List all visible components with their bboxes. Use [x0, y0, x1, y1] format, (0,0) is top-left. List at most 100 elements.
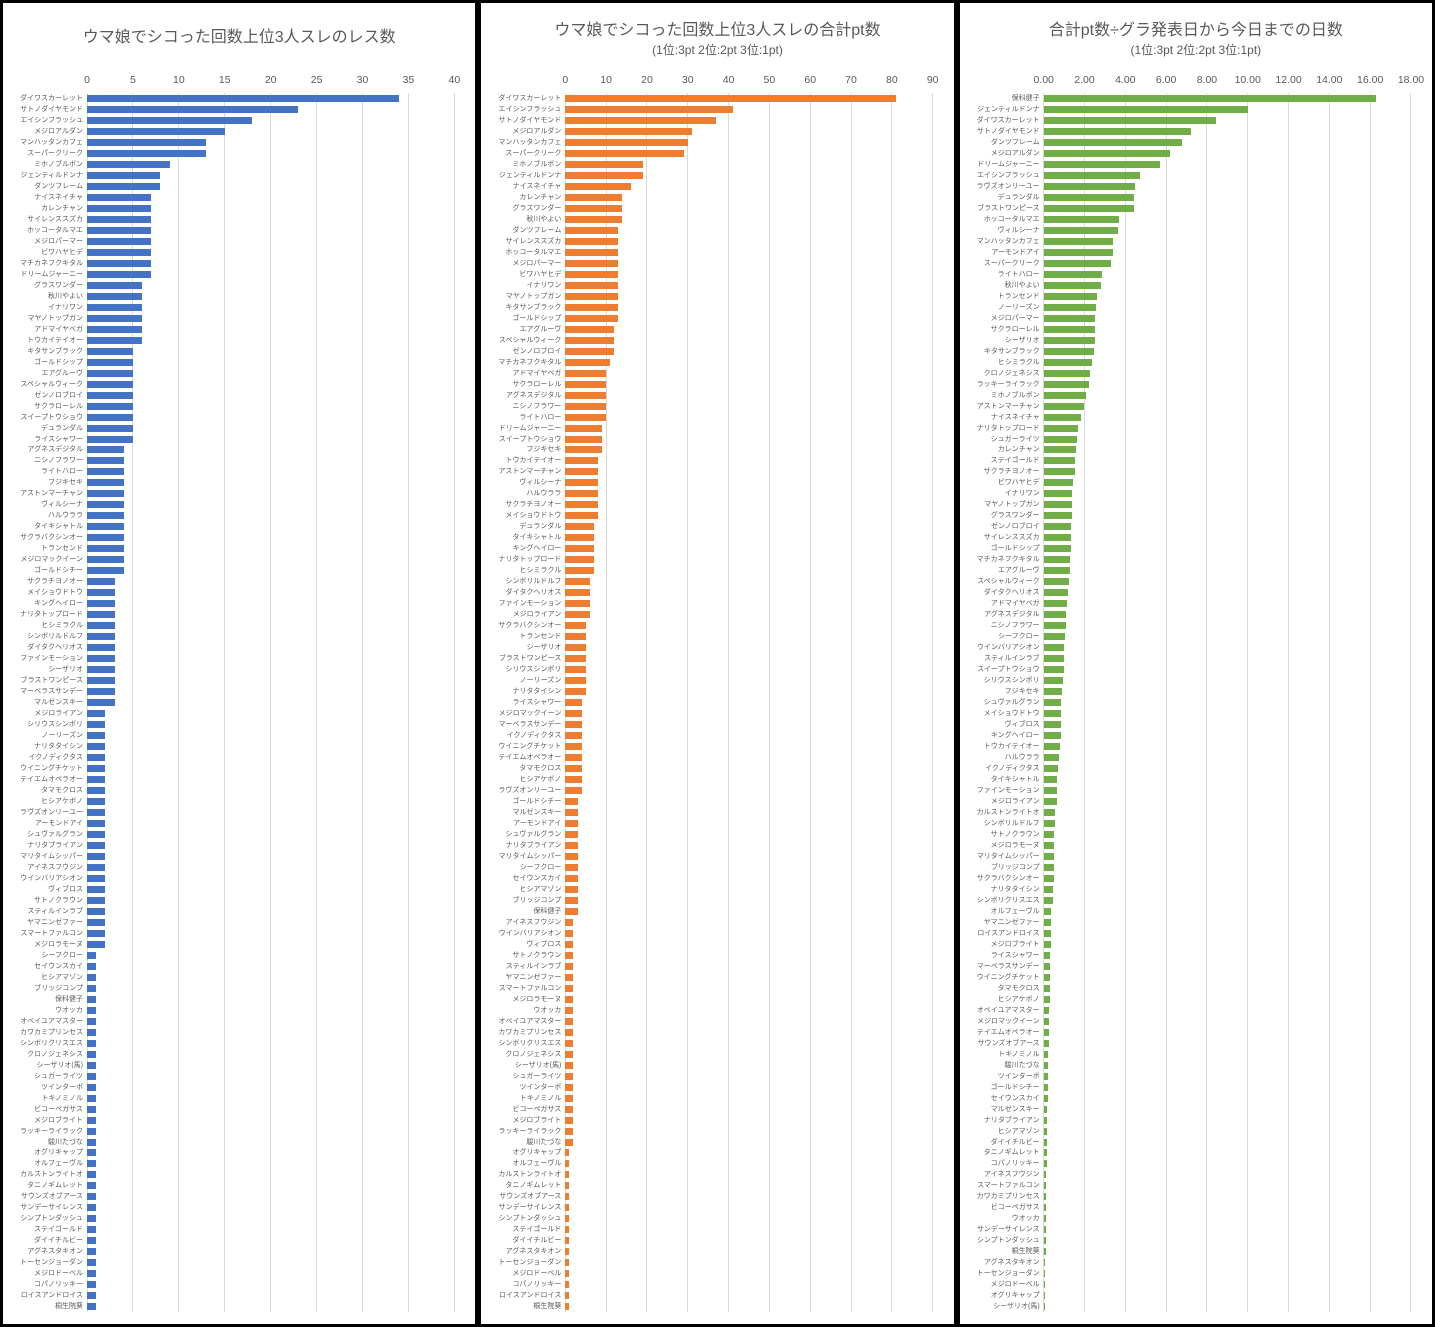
- bar: [565, 1259, 570, 1267]
- bar-track: [1043, 1259, 1411, 1267]
- bar: [87, 94, 400, 102]
- bar-row: カワカミプリンセス: [960, 1191, 1432, 1202]
- bar: [1043, 204, 1135, 212]
- bar-row: カルストンライトオ: [3, 1169, 475, 1180]
- category-label: マルゼンスキー: [512, 808, 562, 816]
- bar-track: [1043, 325, 1411, 333]
- bar-track: [565, 1028, 932, 1036]
- category-label: フジキセキ: [48, 479, 83, 487]
- bar-row: オグリキャップ: [481, 1148, 953, 1159]
- bar-row: メジロアルダン: [3, 126, 475, 137]
- bar-row: テイエムオペラオー: [3, 774, 475, 785]
- bar-row: トランセンド: [960, 291, 1432, 302]
- bar-track: [565, 105, 932, 113]
- bar-row: ノーリーズン: [3, 730, 475, 741]
- bar-track: [87, 215, 454, 223]
- bar-row: シーザリオ: [960, 335, 1432, 346]
- category-label: エイシンフラッシュ: [976, 171, 1040, 179]
- bar: [565, 808, 578, 816]
- bar: [565, 765, 582, 773]
- bar: [87, 215, 152, 223]
- axis-tick-label: 12.00: [1275, 74, 1302, 86]
- axis-tick-label: 8.00: [1196, 74, 1218, 86]
- bar-track: [1043, 808, 1411, 816]
- bar: [565, 193, 623, 201]
- category-label: テイエムオペラオー: [498, 754, 562, 762]
- bar-track: [1043, 732, 1411, 740]
- bar-track: [87, 1292, 454, 1300]
- bar-track: [87, 457, 454, 465]
- category-label: シリウスシンボリ: [505, 666, 562, 674]
- category-label: ニシノフラワー: [34, 457, 83, 465]
- bar-row: ラッキーライラック: [481, 1126, 953, 1137]
- bar: [1043, 446, 1076, 454]
- bar: [87, 962, 97, 970]
- bar: [1043, 391, 1087, 399]
- bar-row: フジキセキ: [3, 477, 475, 488]
- bar-track: [565, 1072, 932, 1080]
- bar-track: [565, 732, 932, 740]
- category-label: メジロドーベル: [990, 1281, 1040, 1289]
- bar: [87, 182, 161, 190]
- bar: [565, 677, 586, 685]
- category-label: ヴィブロス: [48, 885, 83, 893]
- bar-track: [1043, 94, 1411, 102]
- gridline: [605, 93, 607, 1312]
- category-label: ビワハヤヒデ: [41, 248, 83, 256]
- category-label: シリウスシンボリ: [27, 721, 83, 729]
- category-label: ライトハロー: [41, 468, 83, 476]
- bar: [87, 1171, 97, 1179]
- bar: [1043, 369, 1090, 377]
- bar-row: ファインモーション: [960, 785, 1432, 796]
- category-label: ダンツフレーム: [512, 226, 562, 234]
- bar-row: スイープトウショウ: [481, 434, 953, 445]
- gridline: [768, 93, 770, 1312]
- category-label: ジェンティルドンナ: [498, 171, 562, 179]
- axis-tick-label: 4.00: [1115, 74, 1136, 86]
- axis-tick-label: 0.00: [1033, 74, 1054, 86]
- bar-track: [1043, 204, 1411, 212]
- category-label: マチカネフクキタル: [498, 358, 562, 366]
- bar-track: [87, 1116, 454, 1124]
- bar-track: [87, 534, 454, 542]
- bar-track: [87, 1039, 454, 1047]
- bar-row: カルストンライトオ: [960, 807, 1432, 818]
- bar-row: ダイタクヘリオス: [481, 587, 953, 598]
- category-label: トウカイテイオー: [27, 336, 83, 344]
- bar: [565, 457, 598, 465]
- category-label: タイキシャトル: [512, 534, 562, 542]
- bar-track: [1043, 677, 1411, 685]
- bar: [1043, 896, 1054, 904]
- bar: [87, 655, 115, 663]
- bar: [1043, 622, 1066, 630]
- bar-row: ウイニングチケット: [960, 972, 1432, 983]
- bar-track: [87, 589, 454, 597]
- bar-track: [565, 896, 932, 904]
- bar-row: スーパークリーク: [3, 148, 475, 159]
- bar-track: [1043, 248, 1411, 256]
- bar-track: [87, 325, 454, 333]
- bar: [565, 666, 586, 674]
- category-label: メジロパーマー: [990, 314, 1040, 322]
- bar-track: [565, 699, 932, 707]
- bar: [87, 490, 124, 498]
- category-label: カルストンライトオ: [20, 1171, 83, 1179]
- bar: [1043, 457, 1076, 465]
- bar: [87, 149, 207, 157]
- bar-track: [87, 1193, 454, 1201]
- gridline: [932, 93, 934, 1312]
- bar-row: 保科健子: [481, 906, 953, 917]
- bar: [1043, 1171, 1047, 1179]
- category-label: ヒシアマゾン: [997, 1127, 1040, 1135]
- bar: [87, 105, 299, 113]
- bar: [1043, 907, 1052, 915]
- category-label: ヴィルシーナ: [519, 479, 562, 487]
- bar-track: [565, 929, 932, 937]
- bar-track: [1043, 468, 1411, 476]
- category-label: セイウンスカイ: [512, 874, 562, 882]
- category-label: カレンチャン: [519, 193, 562, 201]
- category-label: ヒシアマゾン: [41, 973, 83, 981]
- bar-track: [565, 1303, 932, 1311]
- bar-row: ウインバリアシオン: [481, 928, 953, 939]
- category-label: サンデーサイレンス: [20, 1204, 83, 1212]
